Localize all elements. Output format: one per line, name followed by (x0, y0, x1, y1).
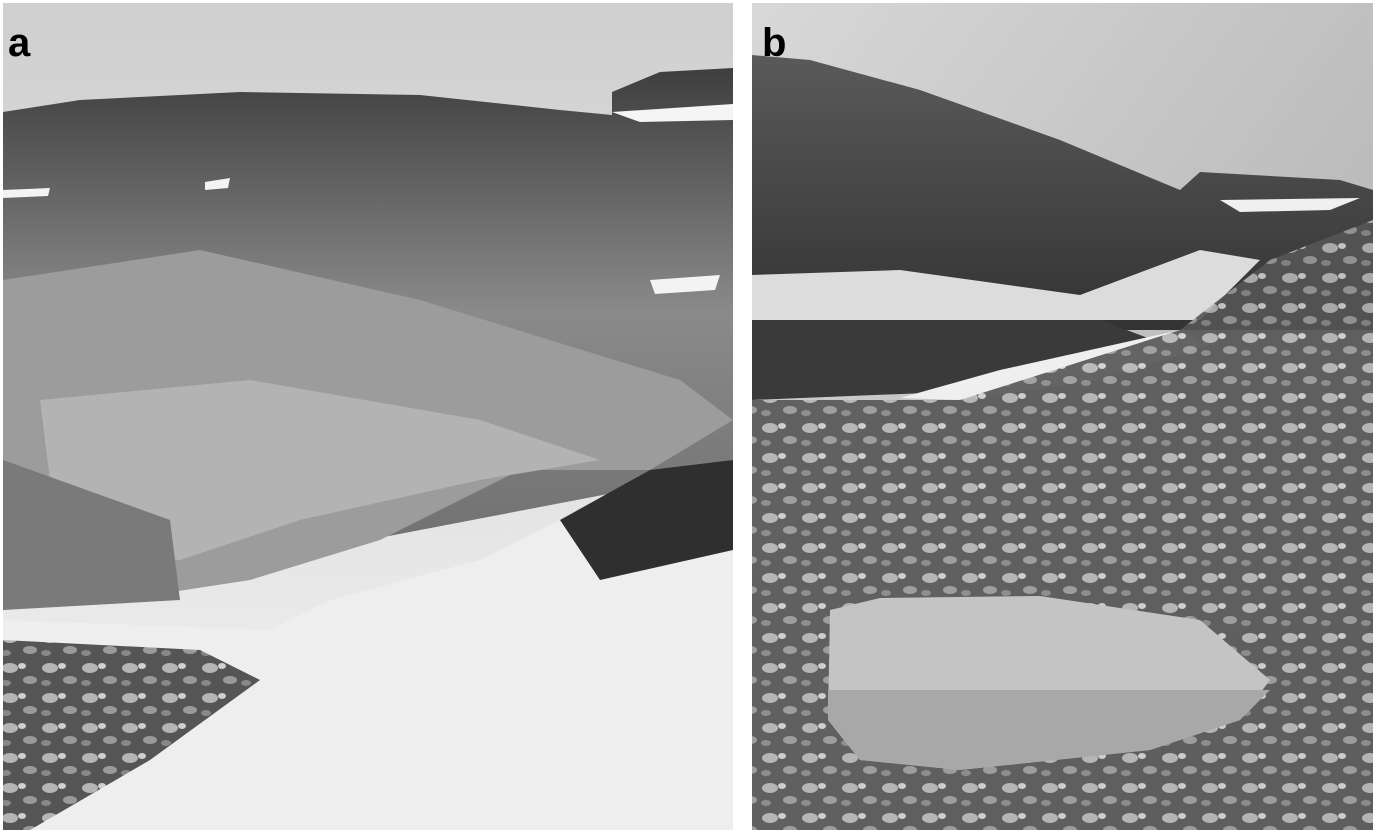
photo-a: a (3, 3, 733, 830)
panel-label: b (762, 21, 786, 65)
panel-label: a (8, 21, 31, 65)
photo-b: b (752, 3, 1373, 830)
